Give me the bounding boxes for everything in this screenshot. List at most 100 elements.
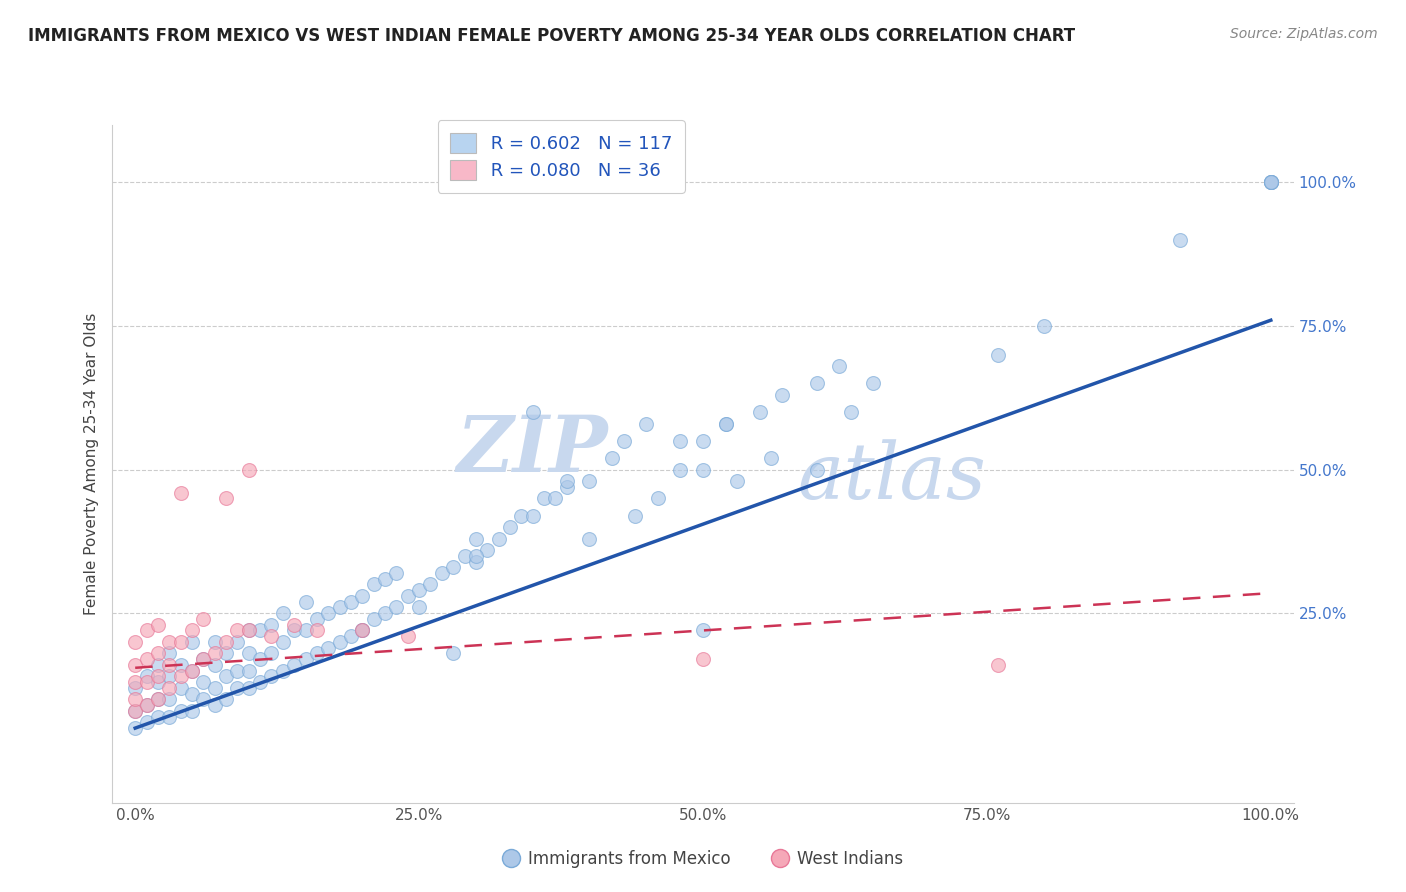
Point <box>669 434 692 448</box>
Point <box>669 462 692 476</box>
Point <box>193 692 215 706</box>
Point <box>839 405 862 419</box>
Point <box>352 589 374 603</box>
Point <box>464 549 486 563</box>
Point <box>374 606 396 620</box>
Point <box>283 624 305 638</box>
Point <box>146 692 169 706</box>
Point <box>305 624 328 638</box>
Point <box>316 640 339 655</box>
Point <box>169 657 191 672</box>
Point <box>124 635 146 649</box>
Point <box>806 376 828 391</box>
Point <box>226 624 249 638</box>
Point <box>1032 318 1054 333</box>
Point <box>862 376 884 391</box>
Point <box>453 549 475 563</box>
Point <box>157 692 180 706</box>
Point <box>692 624 714 638</box>
Point <box>441 647 464 661</box>
Point <box>329 635 352 649</box>
Point <box>135 669 157 683</box>
Point <box>260 629 283 643</box>
Point <box>135 698 157 713</box>
Point <box>510 508 533 523</box>
Point <box>544 491 567 506</box>
Point <box>215 669 238 683</box>
Point <box>169 635 191 649</box>
Text: IMMIGRANTS FROM MEXICO VS WEST INDIAN FEMALE POVERTY AMONG 25-34 YEAR OLDS CORRE: IMMIGRANTS FROM MEXICO VS WEST INDIAN FE… <box>28 27 1076 45</box>
Point <box>238 681 260 695</box>
Point <box>226 664 249 678</box>
Point <box>204 681 226 695</box>
Point <box>238 664 260 678</box>
Point <box>294 652 316 666</box>
Point <box>135 715 157 730</box>
Legend:  R = 0.602   N = 117,  R = 0.080   N = 36: R = 0.602 N = 117, R = 0.080 N = 36 <box>437 120 685 193</box>
Point <box>124 681 146 695</box>
Text: atlas: atlas <box>797 439 986 516</box>
Point <box>271 606 294 620</box>
Point <box>692 462 714 476</box>
Point <box>181 664 204 678</box>
Point <box>806 462 828 476</box>
Point <box>146 669 169 683</box>
Point <box>215 647 238 661</box>
Point <box>157 635 180 649</box>
Point <box>193 675 215 690</box>
Point <box>157 709 180 723</box>
Point <box>363 577 385 591</box>
Point <box>157 647 180 661</box>
Point <box>283 617 305 632</box>
Point <box>714 417 737 431</box>
Point <box>157 669 180 683</box>
Point <box>181 624 204 638</box>
Point <box>283 657 305 672</box>
Point <box>215 635 238 649</box>
Legend: Immigrants from Mexico, West Indians: Immigrants from Mexico, West Indians <box>496 844 910 875</box>
Point <box>146 675 169 690</box>
Point <box>374 572 396 586</box>
Point <box>477 543 499 558</box>
Point <box>772 388 794 402</box>
Text: ZIP: ZIP <box>457 412 609 489</box>
Point <box>124 675 146 690</box>
Point <box>1260 175 1282 189</box>
Point <box>1260 175 1282 189</box>
Point <box>555 474 578 488</box>
Point <box>1260 175 1282 189</box>
Point <box>135 652 157 666</box>
Point <box>419 577 441 591</box>
Point <box>692 434 714 448</box>
Point <box>157 681 180 695</box>
Point <box>692 652 714 666</box>
Point <box>352 624 374 638</box>
Point <box>238 462 260 476</box>
Point <box>146 617 169 632</box>
Point <box>987 348 1010 362</box>
Point <box>271 635 294 649</box>
Point <box>759 451 782 466</box>
Point <box>157 657 180 672</box>
Point <box>636 417 658 431</box>
Point <box>340 629 363 643</box>
Point <box>146 647 169 661</box>
Point <box>408 600 430 615</box>
Point <box>146 709 169 723</box>
Point <box>725 474 748 488</box>
Point <box>612 434 634 448</box>
Point <box>204 657 226 672</box>
Point <box>181 704 204 718</box>
Point <box>226 635 249 649</box>
Point <box>124 721 146 735</box>
Point <box>555 480 578 494</box>
Point <box>124 704 146 718</box>
Point <box>1260 175 1282 189</box>
Point <box>294 595 316 609</box>
Point <box>238 624 260 638</box>
Point <box>193 612 215 626</box>
Point <box>204 635 226 649</box>
Point <box>124 704 146 718</box>
Point <box>169 485 191 500</box>
Point <box>193 652 215 666</box>
